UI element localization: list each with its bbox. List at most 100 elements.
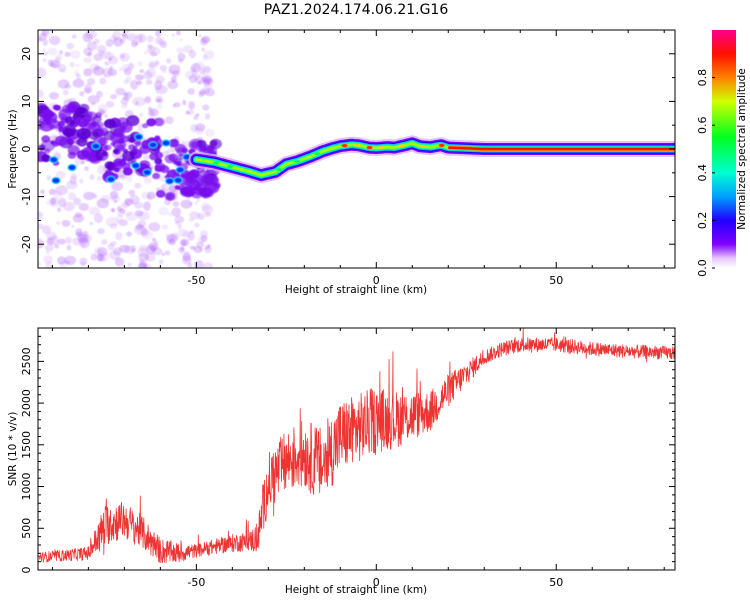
ridge-hotspot xyxy=(213,161,219,165)
noise-blob xyxy=(47,47,58,56)
noise-blob xyxy=(96,90,103,98)
noise-blob xyxy=(199,68,206,76)
noise-blob xyxy=(121,102,128,109)
noise-blob xyxy=(143,201,151,211)
noise-blob xyxy=(79,238,90,249)
colorbar-ticks: 0.0 0.2 0.4 0.6 0.8 xyxy=(696,69,715,277)
ridge-hotspot xyxy=(328,147,335,151)
noise-blob xyxy=(137,33,147,43)
noise-blob xyxy=(110,94,117,100)
noise-blob xyxy=(69,50,81,59)
noise-blob xyxy=(182,230,191,238)
noise-blob xyxy=(125,75,132,83)
noise-blob xyxy=(107,68,118,76)
noise-blob xyxy=(146,35,154,43)
noise-blob xyxy=(94,213,103,223)
noise-blob xyxy=(97,103,108,114)
y-tick-label: 0 xyxy=(20,146,33,153)
noise-blob xyxy=(203,262,214,268)
noise-blob xyxy=(200,202,210,212)
noise-blob xyxy=(83,57,92,63)
noise-blob xyxy=(47,236,59,246)
noise-blob xyxy=(125,211,132,217)
y-tick-label: 2500 xyxy=(20,347,33,375)
noise-blob xyxy=(164,154,176,164)
noise-blob xyxy=(49,92,59,100)
noise-blob xyxy=(57,64,67,73)
noise-blob xyxy=(132,96,146,107)
noise-blob xyxy=(79,91,85,97)
noise-blob xyxy=(113,199,117,203)
noise-blob xyxy=(137,80,143,86)
noise-blob xyxy=(97,176,102,181)
noise-blob xyxy=(139,113,144,117)
noise-blob xyxy=(83,47,92,56)
noise-blob xyxy=(57,256,67,265)
noise-blob xyxy=(103,74,108,78)
noise-blob xyxy=(190,141,200,149)
ridge-hotspot xyxy=(246,170,253,174)
noise-blob xyxy=(110,208,115,213)
noise-blob xyxy=(131,40,138,48)
colorbar-tick-label: 0.4 xyxy=(696,164,709,182)
noise-blob xyxy=(69,61,75,68)
noise-blob xyxy=(110,35,118,42)
noise-blob xyxy=(207,175,220,186)
noise-blob xyxy=(166,193,174,200)
noise-blob xyxy=(92,192,97,197)
y-tick-label: 2000 xyxy=(20,389,33,417)
noise-blob xyxy=(176,162,182,167)
noise-blob xyxy=(43,58,47,62)
noise-blob xyxy=(75,231,83,237)
y-tick-label: 0 xyxy=(20,567,33,574)
noise-blob xyxy=(126,33,137,42)
colorbar-label: Normalized spectral amplitude xyxy=(736,68,748,229)
noise-blob xyxy=(49,35,61,46)
noise-blob xyxy=(198,34,202,38)
noise-blob xyxy=(119,121,133,133)
noise-blob xyxy=(151,237,157,242)
noise-blob xyxy=(70,173,78,180)
ridge-hotspot xyxy=(275,167,282,172)
x-tick-label: 50 xyxy=(549,274,563,287)
noise-blob xyxy=(89,174,95,180)
noise-blob xyxy=(204,88,215,97)
noise-blob xyxy=(84,166,89,171)
noise-blob xyxy=(96,198,110,209)
noise-blob xyxy=(132,145,138,150)
ridge-hotspot xyxy=(314,152,321,156)
noise-blob xyxy=(93,53,103,62)
noise-blob xyxy=(198,80,202,84)
noise-hotspot xyxy=(161,139,171,147)
noise-blob xyxy=(171,33,175,37)
noise-blob xyxy=(67,105,77,113)
noise-hotspot xyxy=(51,177,61,184)
noise-blob xyxy=(38,33,47,42)
noise-blob xyxy=(141,191,151,200)
noise-blob xyxy=(118,67,124,72)
noise-blob xyxy=(176,47,184,54)
noise-blob xyxy=(43,115,53,123)
noise-blob xyxy=(73,114,79,119)
noise-blob xyxy=(191,68,198,76)
noise-blob xyxy=(115,231,123,241)
noise-blob xyxy=(134,42,139,46)
noise-blob xyxy=(101,51,112,60)
noise-blob xyxy=(134,182,142,189)
noise-blob xyxy=(171,207,182,217)
noise-blob xyxy=(58,126,65,133)
noise-blob xyxy=(153,117,164,127)
noise-blob xyxy=(160,184,166,189)
ridge-hotspot xyxy=(398,144,405,148)
noise-blob xyxy=(104,144,112,151)
noise-blob xyxy=(46,175,52,181)
noise-blob xyxy=(43,52,49,56)
noise-blob xyxy=(185,70,194,80)
noise-blob xyxy=(128,62,134,70)
noise-blob xyxy=(154,135,161,141)
noise-blob xyxy=(101,239,108,245)
ridge-hotspot xyxy=(366,146,373,150)
noise-blob xyxy=(99,77,107,85)
noise-blob xyxy=(168,212,173,217)
noise-blob xyxy=(112,148,119,154)
